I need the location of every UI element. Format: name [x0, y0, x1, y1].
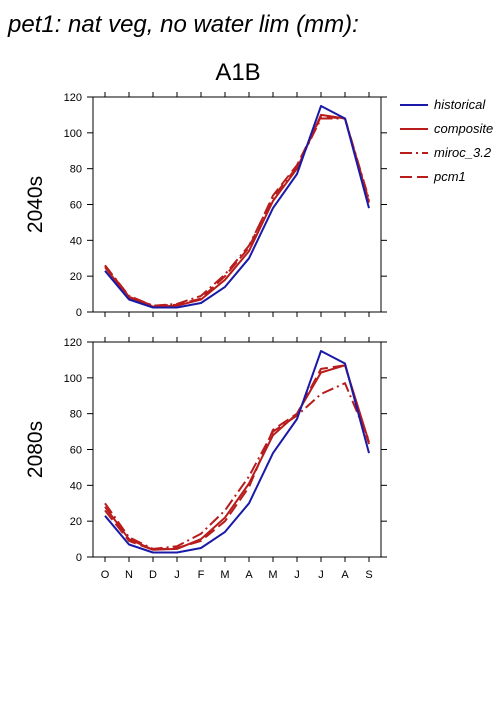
y-tick-label: 100 — [64, 128, 82, 140]
plot-frame — [92, 341, 382, 558]
panel-2040s: 0 20 40 60 80 100 120 2040s — [24, 92, 387, 319]
y-tick-label: 120 — [64, 92, 82, 104]
x-tick-label: M — [268, 569, 277, 581]
series-line-miroc-3-2 — [104, 382, 370, 550]
y-tick-label: 60 — [70, 200, 82, 212]
x-tick-label: A — [341, 569, 349, 581]
series-line-composite — [104, 113, 370, 308]
panel-label: 2040s — [24, 176, 47, 233]
x-tick-label: A — [245, 569, 253, 581]
legend: historical composite miroc_3.2 pcm1 — [400, 97, 493, 184]
legend-label: historical — [434, 97, 486, 112]
figure-title: pet1: nat veg, no water lim (mm): — [7, 11, 359, 38]
y-tick-label: 120 — [64, 337, 82, 349]
series-line-historical — [104, 105, 370, 309]
x-tick-label: F — [198, 569, 205, 581]
x-tick-label: N — [125, 569, 133, 581]
x-tick-label: D — [149, 569, 157, 581]
legend-label: composite — [434, 121, 493, 136]
x-tick-label: O — [101, 569, 110, 581]
legend-label: miroc_3.2 — [434, 145, 492, 160]
series-line-historical — [104, 350, 370, 554]
x-tick-label: J — [174, 569, 180, 581]
series-line-composite — [104, 364, 370, 551]
y-tick-label: 60 — [70, 445, 82, 457]
scenario-title: A1B — [215, 59, 260, 86]
plot-frame — [92, 96, 382, 313]
panel-label: 2080s — [24, 421, 47, 478]
y-tick-label: 100 — [64, 373, 82, 385]
y-tick-label: 0 — [76, 552, 82, 564]
x-tick-label: J — [318, 569, 324, 581]
x-tick-label: S — [365, 569, 372, 581]
x-tick-label: M — [220, 569, 229, 581]
y-tick-label: 80 — [70, 164, 82, 176]
series-line-pcm1 — [104, 364, 370, 551]
series-line-pcm1 — [104, 115, 370, 307]
y-tick-label: 0 — [76, 307, 82, 319]
series-line-miroc-3-2 — [104, 117, 370, 307]
y-tick-label: 40 — [70, 235, 82, 247]
y-tick-label: 20 — [70, 271, 82, 283]
panel-2080s: 0 20 40 60 80 100 120 O N D J F M A M J J A S 2080s — [24, 337, 387, 581]
y-tick-label: 80 — [70, 409, 82, 421]
y-tick-label: 40 — [70, 480, 82, 492]
legend-label: pcm1 — [433, 169, 466, 184]
x-tick-label: J — [294, 569, 300, 581]
y-tick-label: 20 — [70, 516, 82, 528]
